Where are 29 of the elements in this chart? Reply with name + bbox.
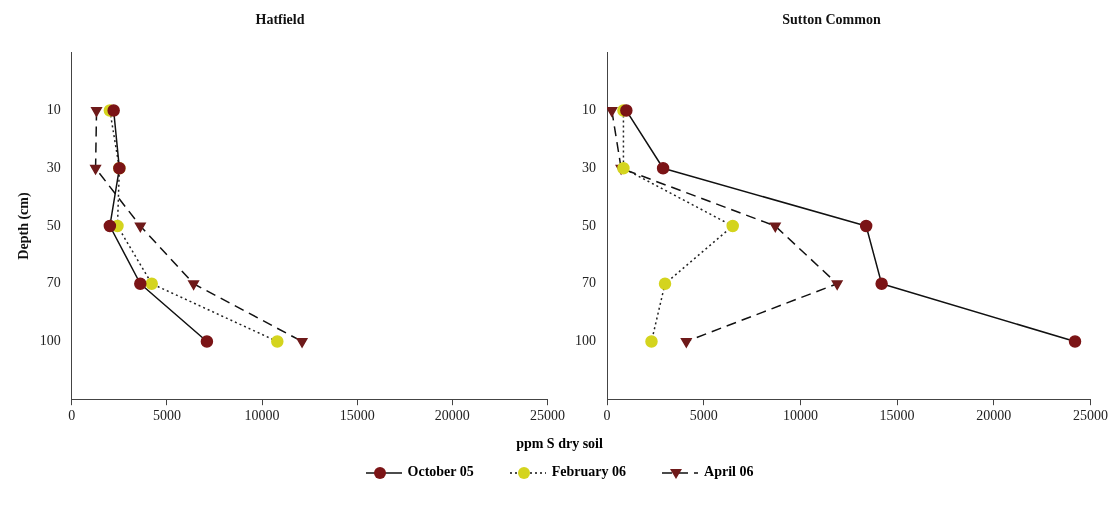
y-tick-label: 10: [46, 102, 61, 118]
y-tick-label: 50: [46, 217, 61, 233]
x-tick-label: 0: [68, 408, 76, 424]
chart-title: Hatfield: [255, 12, 305, 28]
y-tick-label: 10: [582, 102, 596, 118]
x-tick-label: 0: [603, 408, 611, 424]
x-tick-label: 25000: [1073, 408, 1108, 424]
y-tick-label: 70: [582, 275, 596, 291]
y-tick-label: 30: [582, 159, 596, 175]
y-tick-label: 50: [582, 217, 596, 233]
x-tick-label: 10000: [244, 408, 280, 424]
x-tick-label: 20000: [434, 408, 470, 424]
chart-title: Sutton Common: [782, 12, 881, 28]
y-tick-label: 70: [46, 275, 61, 291]
x-tick-label: 10000: [782, 408, 818, 424]
y-tick-label: 100: [39, 333, 61, 349]
x-tick-label: 15000: [339, 408, 375, 424]
y-tick-label: 30: [46, 159, 61, 175]
x-tick-label: 20000: [976, 408, 1012, 424]
y-tick-label: 100: [575, 333, 596, 349]
x-tick-label: 15000: [879, 408, 915, 424]
x-axis-title: ppm S dry soil: [515, 436, 604, 452]
x-tick-label: 5000: [152, 408, 181, 424]
y-axis-title: Depth (cm): [16, 192, 33, 260]
legend-label: April 06: [704, 464, 754, 479]
legend-label: February 06: [551, 464, 627, 479]
x-tick-label: 25000: [530, 408, 565, 424]
legend-label: October 05: [407, 464, 474, 479]
x-tick-label: 5000: [689, 408, 718, 424]
